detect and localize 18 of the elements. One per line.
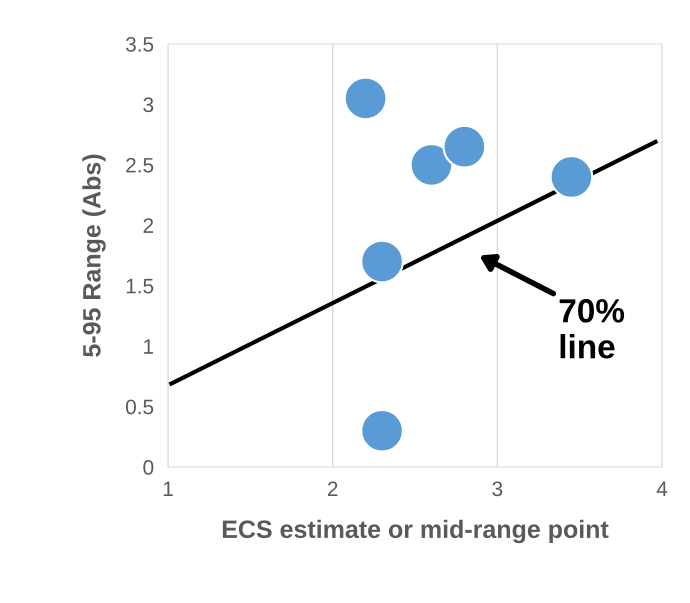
y-tick-label: 1.5 [126,278,154,294]
x-axis-title: ECS estimate or mid-range point [222,520,608,544]
y-tick-label: 2 [144,218,154,233]
y-tick-label: 0 [143,460,154,475]
x-tick-label: 3 [492,481,502,496]
point [344,76,388,120]
x-tick-label: 2 [328,481,338,496]
y-tick-label: 1 [144,339,154,354]
y-tick-label: 2.5 [126,158,154,173]
y-axis-title: 5-95 Range (Abs) [82,154,106,357]
y-tick-label: 3 [143,97,154,112]
x-tick-label: 1 [164,482,173,496]
y-tick-label: 3.5 [126,37,154,52]
point [360,240,404,284]
annotation: 70% line [560,299,624,359]
y-tick-label: 0.5 [126,400,154,414]
point [550,155,594,199]
x-tick-label: 4 [656,482,668,496]
